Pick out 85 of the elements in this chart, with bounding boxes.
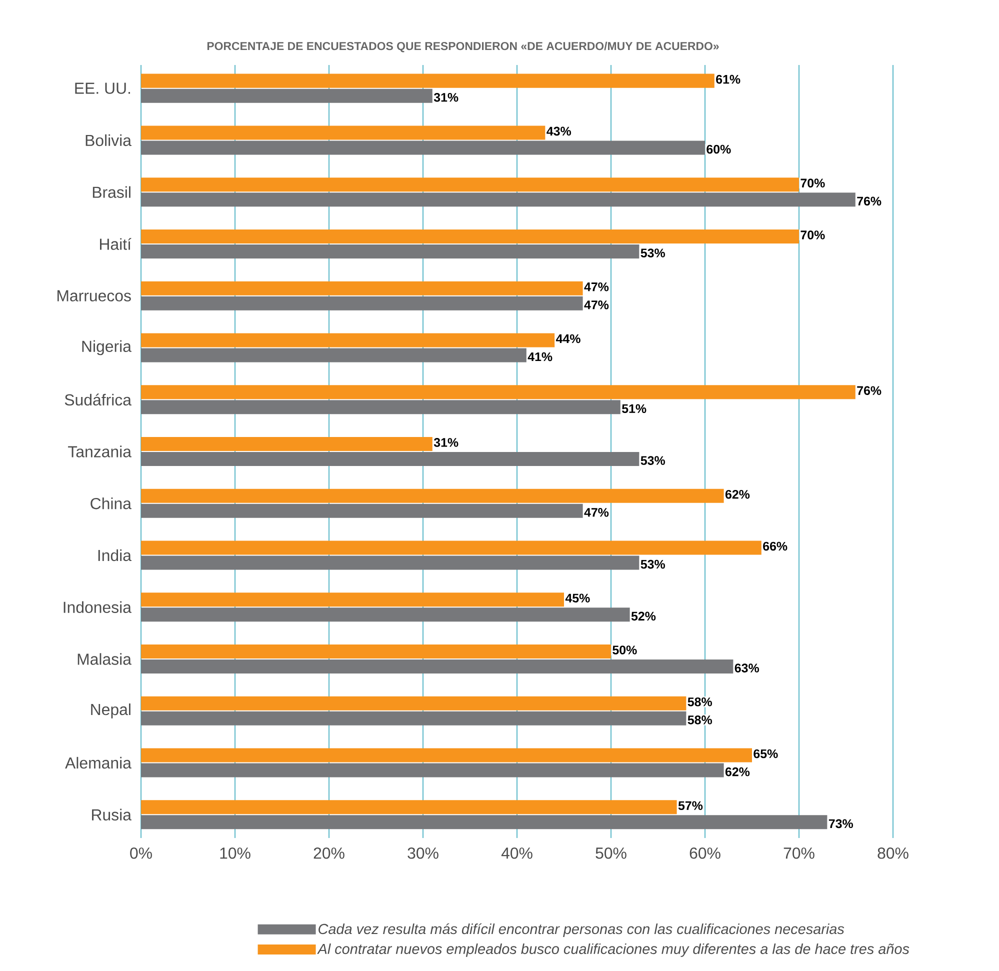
legend-label: Cada vez resulta más difícil encontrar personas con las cualificaciones necesarias [318, 923, 844, 937]
y-tick-label: Nepal [91, 703, 130, 718]
y-tick-label: Haití [100, 238, 132, 250]
bar [141, 244, 640, 258]
x-tick-label: 60% [690, 848, 720, 859]
bar [141, 192, 856, 207]
data-label: 62% [725, 767, 750, 776]
y-tick-label: Sudáfrica [64, 394, 132, 406]
x-tick-label: 10% [220, 848, 250, 859]
data-label: 70% [800, 230, 825, 240]
data-label: 73% [828, 819, 853, 828]
bar [141, 800, 677, 814]
y-tick-label: Marruecos [58, 290, 131, 302]
bar [141, 504, 583, 518]
data-label: 58% [688, 716, 712, 724]
data-label: 70% [800, 178, 825, 188]
bar [141, 540, 762, 555]
bar [141, 748, 752, 762]
bar [141, 296, 583, 310]
chart-title: PORCENTAJE DE ENCUESTADOS QUE RESPONDIERON «DE ACUERDO/MUY DE ACUERDO» [207, 42, 719, 52]
data-label: 62% [725, 490, 750, 499]
bar [141, 126, 546, 140]
bar [141, 488, 724, 503]
data-label: 45% [565, 594, 590, 602]
x-tick-label: 80% [878, 848, 908, 859]
y-tick-label: Tanzania [68, 446, 132, 458]
bar [141, 281, 583, 296]
x-tick-label: 0% [130, 848, 152, 859]
bar [141, 556, 640, 570]
data-label: 60% [706, 144, 731, 154]
y-tick-label: Malasia [78, 653, 132, 665]
bar [141, 592, 564, 607]
bar [141, 815, 828, 830]
bar [141, 608, 630, 622]
bar [141, 644, 612, 658]
data-label: 51% [622, 404, 646, 414]
data-label: 58% [688, 697, 712, 706]
y-tick-label: China [90, 498, 132, 510]
y-tick-label: Indonesia [64, 601, 132, 613]
y-tick-label: EE. UU. [75, 82, 130, 94]
data-label: 41% [528, 352, 552, 362]
legend-label: Al contratar nuevos empleados busco cualificaciones muy diferentes a las de hace tres años [317, 943, 910, 957]
y-tick-label: Bolivia [86, 134, 132, 146]
bar [141, 333, 555, 348]
bar [141, 229, 800, 244]
data-label: 57% [678, 801, 703, 810]
data-label: 63% [734, 664, 759, 672]
data-label: 53% [640, 456, 665, 465]
x-tick-label: 30% [408, 848, 438, 859]
bar [141, 74, 714, 88]
bar [141, 763, 724, 778]
data-label: 53% [640, 248, 665, 258]
x-tick-label: 50% [596, 848, 626, 859]
data-label: 53% [640, 560, 665, 569]
data-label: 47% [584, 508, 609, 517]
data-label: 47% [584, 282, 609, 292]
data-label: 66% [763, 542, 788, 551]
y-tick-label: Alemania [65, 756, 132, 769]
data-label: 31% [434, 438, 458, 447]
data-label: 76% [857, 196, 882, 206]
data-label: 65% [754, 749, 778, 758]
x-tick-label: 40% [501, 848, 532, 859]
data-label: 31% [434, 92, 458, 102]
y-tick-label: India [98, 549, 132, 562]
data-label: 52% [631, 612, 656, 621]
bar [141, 385, 856, 400]
bar [141, 140, 706, 155]
bar [141, 660, 734, 674]
bar [141, 400, 620, 414]
y-tick-label: Brasil [92, 186, 130, 198]
bar [141, 178, 800, 192]
bar [141, 436, 432, 451]
x-tick-label: 20% [314, 848, 344, 859]
x-tick-label: 70% [784, 848, 814, 859]
y-tick-label: Nigeria [82, 340, 132, 356]
data-label: 47% [584, 300, 609, 310]
bar [141, 452, 640, 466]
bar [141, 88, 432, 103]
data-label: 76% [857, 386, 882, 395]
data-label: 44% [556, 334, 580, 344]
bar [141, 348, 526, 362]
data-label: 50% [612, 646, 637, 654]
data-label: 61% [716, 74, 740, 84]
y-tick-label: Rusia [92, 808, 132, 821]
data-label: 43% [546, 126, 572, 136]
